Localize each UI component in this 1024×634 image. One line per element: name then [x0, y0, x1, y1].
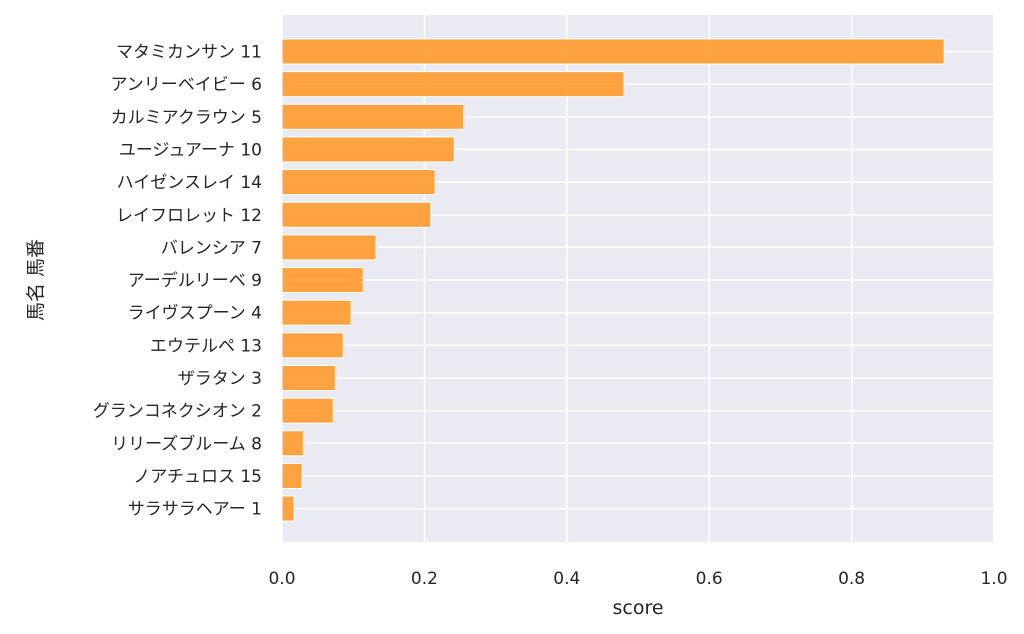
x-tick-label: 0.6	[696, 569, 723, 589]
bar	[281, 201, 432, 228]
bar	[281, 332, 344, 359]
bar	[281, 38, 945, 65]
x-tick-label: 0.2	[411, 569, 438, 589]
bar	[281, 71, 625, 98]
bar	[281, 365, 336, 391]
y-tick-label: エウテルペ 13	[150, 336, 262, 356]
y-tick-label: カルミアクラウン 5	[111, 108, 262, 128]
y-tick-label: ライヴスプーン 4	[128, 304, 262, 324]
x-tick-label: 0.4	[553, 569, 580, 589]
bar	[281, 397, 334, 424]
bars	[281, 38, 945, 522]
y-tick-label: アンリーベイビー 6	[110, 75, 262, 95]
y-tick-label: ハイゼンスレイ 14	[117, 173, 262, 193]
bar	[281, 136, 455, 163]
y-tick-label: ザラタン 3	[178, 369, 262, 389]
y-tick-label: グランコネクシオン 2	[93, 402, 262, 422]
y-axis-title: 馬名 馬番	[25, 239, 47, 321]
bar	[281, 103, 465, 130]
x-tick-label: 0.0	[268, 569, 295, 589]
y-tick-label: ノアチュロス 15	[133, 467, 262, 487]
y-tick-label: サラサラヘアー 1	[128, 500, 262, 520]
bar	[281, 234, 377, 261]
bar	[281, 462, 303, 489]
x-tick-labels: 0.0 0.2 0.4 0.6 0.8 1.0	[268, 569, 1007, 589]
bar	[281, 430, 304, 457]
bar	[281, 495, 295, 522]
y-tick-label: レイフロレット 12	[116, 206, 262, 226]
y-tick-label: ユージュアーナ 10	[119, 140, 262, 160]
y-tick-label: マタミカンサン 11	[116, 43, 262, 63]
plot-background	[282, 15, 994, 542]
y-tick-label: アーデルリーベ 9	[128, 270, 262, 291]
bar	[281, 299, 352, 326]
x-tick-label: 0.8	[838, 569, 865, 589]
y-tick-label: リリーズブルーム 8	[111, 433, 262, 454]
x-axis-title: score	[612, 597, 663, 619]
bar	[281, 267, 364, 294]
y-tick-labels: マタミカンサン 11 アンリーベイビー 6 カルミアクラウン 5 ユージュアーナ 10…	[93, 43, 262, 520]
y-tick-label: バレンシア 7	[161, 238, 262, 258]
x-tick-label: 1.0	[980, 569, 1007, 589]
bar	[281, 169, 436, 196]
